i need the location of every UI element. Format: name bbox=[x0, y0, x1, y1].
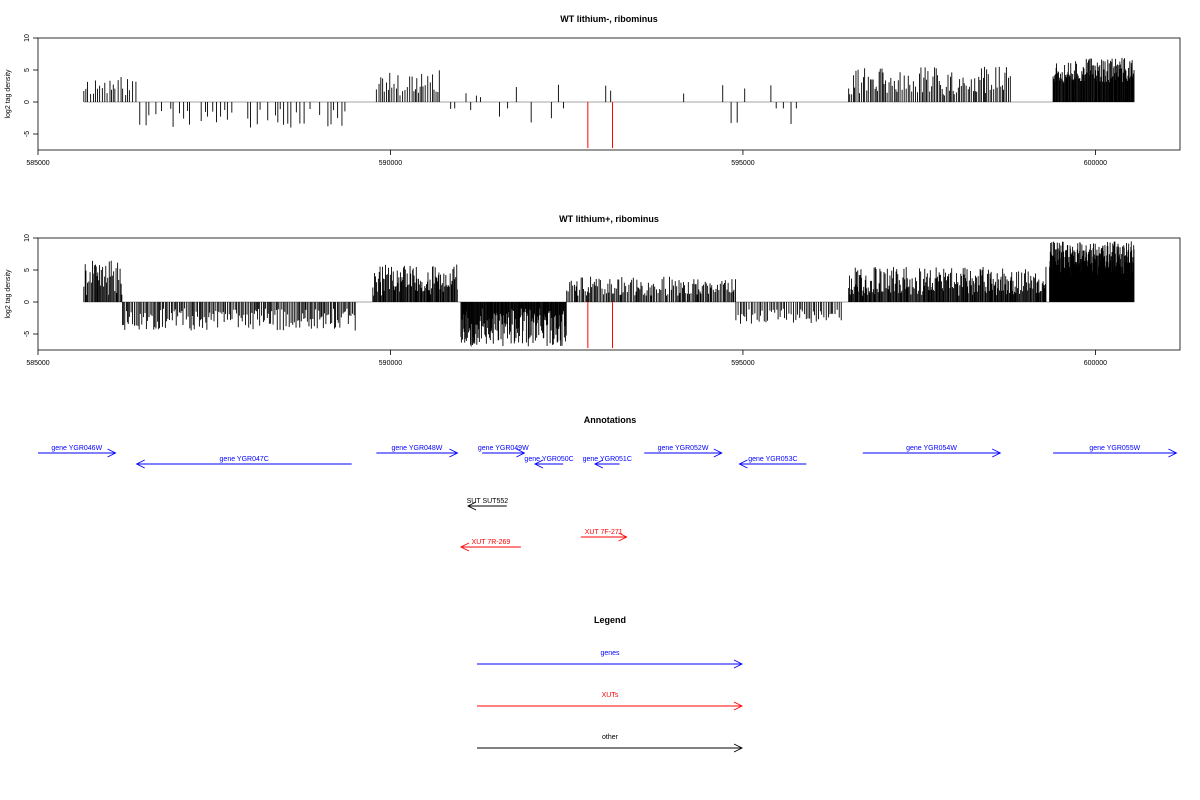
plot-frame bbox=[37, 37, 1181, 151]
panel-title: WT lithium-, ribominus bbox=[560, 14, 658, 24]
feature-gene-ygr049w: gene YGR049W bbox=[478, 445, 529, 458]
feature-label: gene YGR049W bbox=[478, 445, 529, 452]
legend-label: other bbox=[602, 734, 619, 741]
arrowhead bbox=[593, 459, 604, 469]
arrowhead bbox=[733, 743, 744, 753]
feature-sut-sut552: SUT SUT552 bbox=[467, 498, 509, 511]
feature-label: gene YGR048W bbox=[391, 445, 442, 452]
feature-gene-ygr051c: gene YGR051C bbox=[583, 456, 632, 469]
y-tick-label: 5 bbox=[24, 68, 31, 72]
arrowhead bbox=[135, 459, 145, 469]
feature-gene-ygr046w: gene YGR046W bbox=[38, 445, 117, 458]
y-tick-label: 0 bbox=[24, 100, 31, 104]
series-2 bbox=[587, 102, 614, 149]
arrowhead bbox=[107, 448, 117, 458]
legend-item-genes: genes bbox=[477, 650, 744, 669]
arrowhead bbox=[467, 501, 477, 511]
x-tick-label: 595000 bbox=[731, 360, 754, 367]
track-panel-1: WT lithium-, ribominus log2 tag density -5… bbox=[5, 14, 1181, 167]
feature-gene-ygr054w: gene YGR054W bbox=[862, 445, 1002, 458]
arrowhead bbox=[533, 459, 544, 469]
panel-title: WT lithium+, ribominus bbox=[559, 214, 659, 224]
arrowhead bbox=[618, 532, 628, 542]
x-tick-label: 590000 bbox=[379, 360, 402, 367]
legend: Legend genes XUTs other bbox=[477, 615, 744, 753]
arrowhead bbox=[1168, 448, 1178, 458]
legend-item-other: other bbox=[477, 734, 744, 753]
feature-gene-ygr048w: gene YGR048W bbox=[376, 445, 459, 458]
feature-label: gene YGR047C bbox=[220, 456, 269, 463]
feature-label: gene YGR050C bbox=[524, 456, 573, 463]
y-tick-label: 10 bbox=[24, 234, 31, 242]
legend-label: XUTs bbox=[602, 692, 619, 699]
y-tick-label: 10 bbox=[24, 34, 31, 42]
feature-label: XUT 7F-271 bbox=[585, 529, 623, 536]
feature-xut-7r-269: XUT 7R-269 bbox=[459, 539, 521, 552]
series-1 bbox=[83, 57, 1135, 128]
legend-title: Legend bbox=[594, 615, 626, 625]
feature-xut-7f-271: XUT 7F-271 bbox=[580, 529, 628, 542]
arrowhead bbox=[449, 448, 459, 458]
arrowhead bbox=[733, 701, 744, 711]
x-tick-label: 595000 bbox=[731, 160, 754, 167]
feature-label: gene YGR055W bbox=[1089, 445, 1140, 452]
x-tick-label: 600000 bbox=[1084, 160, 1107, 167]
legend-label: genes bbox=[600, 650, 620, 657]
legend-item-xuts: XUTs bbox=[477, 692, 744, 711]
feature-gene-ygr050c: gene YGR050C bbox=[524, 456, 574, 469]
x-tick-label: 600000 bbox=[1084, 360, 1107, 367]
feature-label: gene YGR054W bbox=[906, 445, 957, 452]
feature-label: SUT SUT552 bbox=[467, 498, 509, 505]
y-axis-label: log2 tag density bbox=[5, 69, 12, 119]
plot-frame bbox=[37, 237, 1181, 351]
annotations-title: Annotations bbox=[584, 415, 637, 425]
arrowhead bbox=[516, 448, 526, 458]
arrowhead bbox=[992, 448, 1002, 458]
arrowhead bbox=[459, 542, 470, 552]
feature-label: gene YGR053C bbox=[748, 456, 797, 463]
feature-label: gene YGR052W bbox=[658, 445, 709, 452]
x-tick-label: 585000 bbox=[26, 160, 49, 167]
feature-label: gene YGR046W bbox=[51, 445, 102, 452]
feature-label: XUT 7R-269 bbox=[472, 539, 511, 546]
feature-label: gene YGR051C bbox=[583, 456, 632, 463]
arrowhead bbox=[738, 459, 748, 469]
series-2 bbox=[587, 302, 614, 349]
y-tick-label: 0 bbox=[24, 300, 31, 304]
feature-gene-ygr055w: gene YGR055W bbox=[1053, 445, 1178, 458]
feature-gene-ygr052w: gene YGR052W bbox=[644, 445, 723, 458]
x-tick-label: 590000 bbox=[379, 160, 402, 167]
y-tick-label: 5 bbox=[24, 268, 31, 272]
series-1 bbox=[83, 241, 1135, 347]
arrowhead bbox=[733, 659, 744, 669]
y-tick-label: -5 bbox=[24, 131, 31, 137]
y-tick-label: -5 bbox=[24, 331, 31, 337]
feature-gene-ygr047c: gene YGR047C bbox=[135, 456, 352, 469]
arrowhead bbox=[713, 448, 723, 458]
feature-gene-ygr053c: gene YGR053C bbox=[738, 456, 807, 469]
y-axis-label: log2 tag density bbox=[5, 269, 12, 319]
track-panel-2: WT lithium+, ribominus log2 tag density -5… bbox=[5, 214, 1181, 367]
annotations-track: Annotations gene YGR046W gene YGR047C gene … bbox=[38, 415, 1178, 552]
x-tick-label: 585000 bbox=[26, 360, 49, 367]
